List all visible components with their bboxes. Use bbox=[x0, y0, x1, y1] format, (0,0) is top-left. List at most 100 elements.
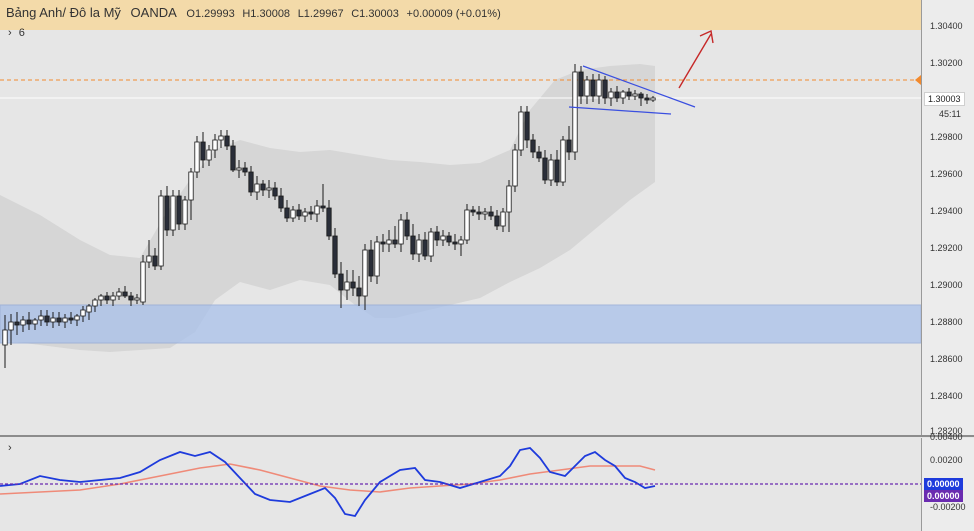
candle[interactable] bbox=[410, 224, 416, 260]
candle[interactable] bbox=[632, 90, 638, 100]
price-chart-canvas[interactable] bbox=[0, 0, 921, 436]
candle[interactable] bbox=[20, 316, 26, 332]
triangle-lower-line[interactable] bbox=[568, 106, 672, 115]
candle[interactable] bbox=[596, 74, 602, 104]
oscillator-pane[interactable]: › bbox=[0, 438, 921, 531]
breakout-arrow[interactable] bbox=[678, 29, 714, 89]
candle[interactable] bbox=[356, 276, 362, 306]
candle[interactable] bbox=[440, 230, 446, 246]
candle[interactable] bbox=[554, 150, 560, 186]
candle[interactable] bbox=[452, 234, 458, 250]
candle[interactable] bbox=[80, 306, 86, 322]
candle[interactable] bbox=[290, 206, 296, 222]
candle[interactable] bbox=[278, 188, 284, 212]
candle[interactable] bbox=[56, 312, 62, 326]
candle[interactable] bbox=[470, 206, 476, 216]
candle[interactable] bbox=[128, 292, 134, 306]
candle[interactable] bbox=[122, 286, 128, 298]
candle[interactable] bbox=[644, 94, 650, 104]
candle[interactable] bbox=[188, 168, 194, 220]
candle[interactable] bbox=[530, 134, 536, 158]
candle[interactable] bbox=[200, 132, 206, 168]
candle[interactable] bbox=[110, 292, 116, 306]
alert-marker-icon[interactable] bbox=[915, 75, 921, 85]
candle[interactable] bbox=[254, 176, 260, 200]
triangle-upper-line[interactable] bbox=[582, 65, 696, 108]
candle[interactable] bbox=[566, 126, 572, 160]
oscillator-axis[interactable]: 0.00400 0.00200 0.00000 0.00000 -0.00200 bbox=[921, 432, 974, 531]
oscillator-canvas[interactable] bbox=[0, 438, 921, 531]
candle[interactable] bbox=[560, 136, 566, 186]
candle[interactable] bbox=[458, 236, 464, 256]
candle[interactable] bbox=[380, 234, 386, 252]
candle[interactable] bbox=[584, 76, 590, 104]
candle[interactable] bbox=[302, 208, 308, 222]
candle[interactable] bbox=[548, 154, 554, 186]
candle[interactable] bbox=[206, 145, 212, 166]
symbol-name[interactable]: Bảng Anh/ Đô la Mỹ bbox=[6, 5, 121, 20]
candle[interactable] bbox=[626, 88, 632, 100]
candle[interactable] bbox=[92, 298, 98, 312]
candle[interactable] bbox=[224, 130, 230, 150]
candle[interactable] bbox=[14, 312, 20, 335]
candle[interactable] bbox=[26, 312, 32, 330]
candle[interactable] bbox=[284, 200, 290, 222]
support-zone[interactable] bbox=[0, 304, 921, 344]
symbol-header[interactable]: Bảng Anh/ Đô la Mỹ OANDA O1.29993 H1.300… bbox=[6, 5, 505, 20]
candle[interactable] bbox=[416, 234, 422, 262]
candle[interactable] bbox=[620, 90, 626, 104]
candle[interactable] bbox=[218, 130, 224, 148]
candle[interactable] bbox=[350, 270, 356, 296]
candle[interactable] bbox=[428, 228, 434, 262]
candle[interactable] bbox=[32, 318, 38, 330]
candle[interactable] bbox=[392, 226, 398, 248]
candle[interactable] bbox=[404, 212, 410, 240]
candle[interactable] bbox=[614, 86, 620, 102]
candle[interactable] bbox=[422, 232, 428, 260]
candle[interactable] bbox=[494, 210, 500, 230]
candle[interactable] bbox=[38, 310, 44, 326]
candle[interactable] bbox=[476, 206, 482, 220]
candle[interactable] bbox=[512, 144, 518, 192]
candle[interactable] bbox=[464, 204, 470, 244]
candle[interactable] bbox=[236, 160, 242, 178]
candle[interactable] bbox=[296, 204, 302, 220]
candle[interactable] bbox=[230, 140, 236, 172]
indicators-toggle-button[interactable]: › 6 bbox=[8, 27, 25, 39]
candle[interactable] bbox=[260, 180, 266, 196]
candle[interactable] bbox=[572, 64, 578, 160]
candle[interactable] bbox=[158, 190, 164, 270]
candle[interactable] bbox=[74, 314, 80, 326]
candle[interactable] bbox=[242, 162, 248, 176]
candle[interactable] bbox=[386, 230, 392, 252]
candle[interactable] bbox=[482, 208, 488, 220]
candle[interactable] bbox=[176, 190, 182, 230]
candle[interactable] bbox=[104, 292, 110, 304]
price-chart-pane[interactable]: Bảng Anh/ Đô la Mỹ OANDA O1.29993 H1.300… bbox=[0, 0, 921, 436]
candle[interactable] bbox=[338, 262, 344, 308]
candle[interactable] bbox=[488, 206, 494, 220]
resistance-zone[interactable] bbox=[0, 0, 921, 30]
candle[interactable] bbox=[398, 214, 404, 252]
candle[interactable] bbox=[518, 106, 524, 156]
pane-separator[interactable] bbox=[0, 435, 974, 437]
candle[interactable] bbox=[272, 182, 278, 200]
candle[interactable] bbox=[98, 294, 104, 306]
candle[interactable] bbox=[524, 106, 530, 148]
candle[interactable] bbox=[446, 232, 452, 246]
candle[interactable] bbox=[116, 288, 122, 300]
candle[interactable] bbox=[326, 200, 332, 240]
candle[interactable] bbox=[602, 76, 608, 104]
candle[interactable] bbox=[638, 92, 644, 106]
candle[interactable] bbox=[50, 312, 56, 328]
candle[interactable] bbox=[62, 314, 68, 328]
candle[interactable] bbox=[140, 255, 146, 305]
candle[interactable] bbox=[44, 310, 50, 326]
chevron-right-icon[interactable]: › bbox=[8, 442, 12, 454]
candle[interactable] bbox=[374, 236, 380, 284]
candle[interactable] bbox=[578, 66, 584, 104]
candle[interactable] bbox=[590, 74, 596, 102]
candle[interactable] bbox=[500, 208, 506, 232]
candle[interactable] bbox=[650, 96, 656, 102]
candle[interactable] bbox=[152, 248, 158, 270]
